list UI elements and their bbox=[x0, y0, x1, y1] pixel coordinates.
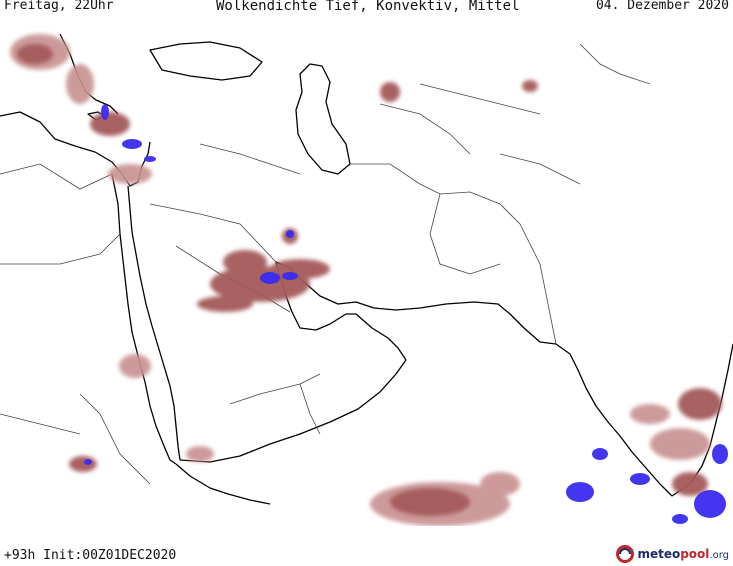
oman-coast bbox=[346, 313, 407, 361]
india-east-coast bbox=[671, 343, 733, 497]
weather-map bbox=[0, 14, 733, 526]
cloud-moderate bbox=[17, 44, 722, 516]
map-title: Wolkendichte Tief, Konvektiv, Mittel bbox=[216, 0, 520, 14]
iran-coast bbox=[275, 261, 557, 345]
red-sea-east-coast bbox=[127, 185, 181, 461]
logo-text: meteopool.org bbox=[637, 547, 729, 561]
run-info-label: +93h Init:00Z01DEC2020 bbox=[4, 548, 177, 563]
arabia-south-coast bbox=[179, 359, 407, 463]
black-sea bbox=[149, 41, 263, 81]
horn-africa-coast bbox=[175, 463, 271, 505]
meteopool-logo[interactable]: meteopool.org bbox=[615, 544, 729, 564]
meteopool-logo-icon bbox=[616, 545, 635, 563]
date-label: 04. Dezember 2020 bbox=[595, 0, 729, 13]
caspian-sea bbox=[295, 63, 351, 175]
cloud-dense bbox=[84, 104, 728, 524]
red-sea-west-coast bbox=[111, 173, 177, 465]
valid-time-label: Freitag, 22Uhr bbox=[4, 0, 114, 13]
footer-bar: +93h Init:00Z01DEC2020 meteopool.org bbox=[0, 526, 733, 566]
india-west-coast bbox=[555, 343, 673, 497]
